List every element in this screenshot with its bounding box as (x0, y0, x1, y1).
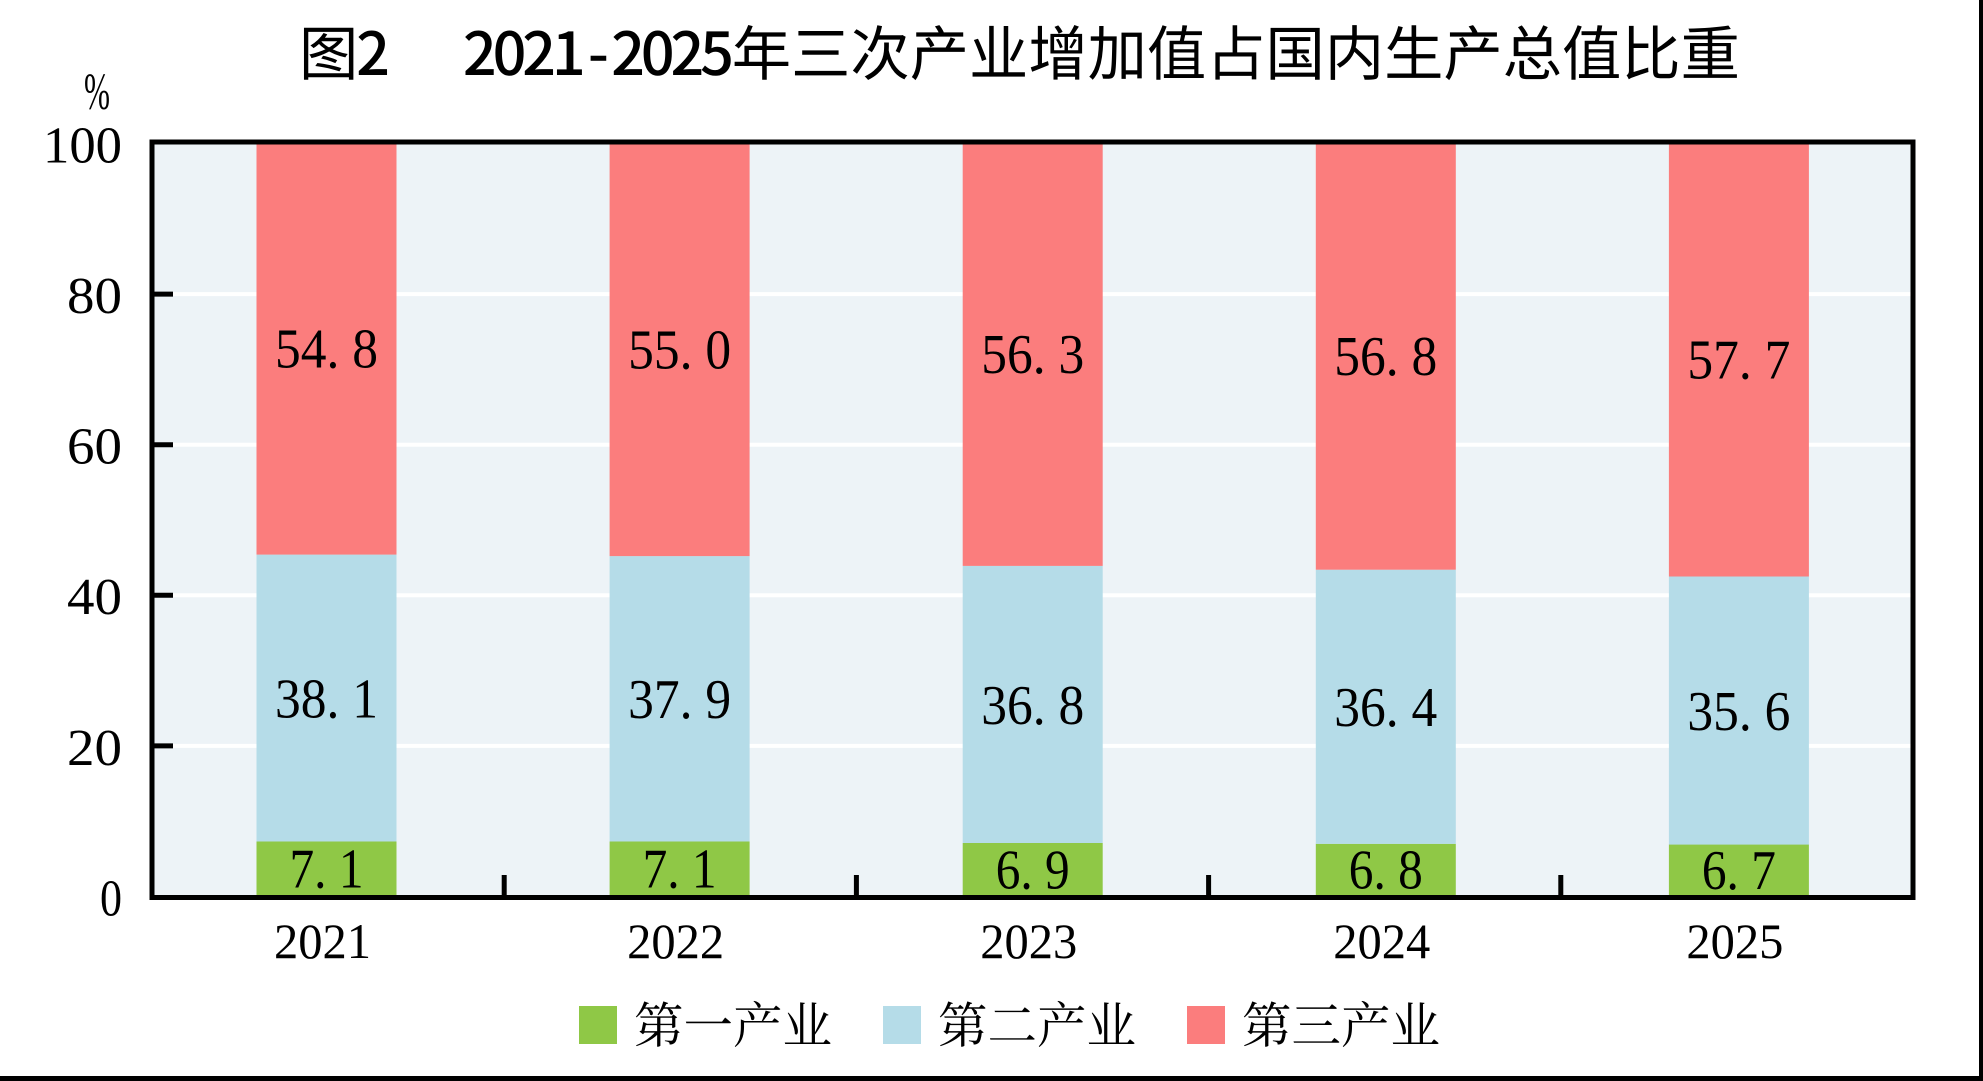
svg-text:80: 80 (67, 268, 122, 325)
svg-text:%: % (84, 64, 110, 121)
svg-text:7. 1: 7. 1 (643, 839, 717, 901)
svg-text:6. 8: 6. 8 (1349, 840, 1423, 902)
svg-text:6. 9: 6. 9 (996, 839, 1070, 901)
svg-text:7. 1: 7. 1 (290, 839, 364, 901)
svg-text:56. 3: 56. 3 (981, 324, 1084, 386)
svg-text:38. 1: 38. 1 (275, 668, 378, 730)
svg-text:37. 9: 37. 9 (628, 669, 731, 731)
svg-text:2023: 2023 (980, 913, 1077, 969)
svg-text:60: 60 (67, 419, 122, 476)
svg-text:6. 7: 6. 7 (1702, 840, 1776, 902)
svg-text:35. 6: 35. 6 (1687, 681, 1790, 743)
svg-text:2025: 2025 (1686, 913, 1783, 969)
svg-text:57. 7: 57. 7 (1687, 330, 1790, 392)
svg-text:2024: 2024 (1333, 913, 1430, 969)
svg-text:56. 8: 56. 8 (1334, 326, 1437, 388)
svg-text:36. 8: 36. 8 (981, 675, 1084, 737)
svg-text:100: 100 (43, 117, 122, 174)
svg-text:40: 40 (67, 569, 122, 626)
svg-text:0: 0 (100, 870, 122, 927)
svg-text:2021: 2021 (274, 913, 371, 969)
svg-text:20: 20 (67, 720, 122, 777)
svg-text:54. 8: 54. 8 (275, 319, 378, 381)
svg-text:2022: 2022 (627, 913, 724, 969)
svg-text:36. 4: 36. 4 (1334, 677, 1437, 739)
svg-text:55. 0: 55. 0 (628, 319, 731, 381)
